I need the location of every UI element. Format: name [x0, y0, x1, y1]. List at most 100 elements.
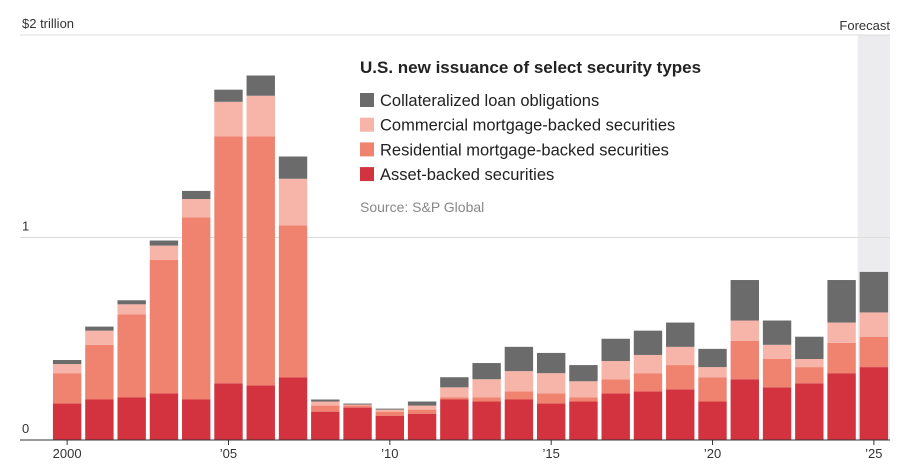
bar-segment — [52, 403, 82, 440]
bar-segment — [536, 403, 566, 440]
bar-segment — [311, 405, 340, 412]
bar-segment — [698, 348, 727, 368]
y-tick-label: $2 trillion — [22, 16, 74, 31]
bar-segment — [569, 381, 598, 398]
bar-segment — [149, 240, 179, 246]
bar-segment — [569, 365, 598, 382]
legend-swatch — [360, 117, 374, 132]
bar-segment — [504, 371, 534, 392]
x-tick-label: ’25 — [865, 446, 882, 461]
bar-segment — [85, 330, 114, 345]
x-tick-label: ’10 — [381, 446, 398, 461]
bar-segment — [601, 379, 630, 394]
bar-segment — [278, 178, 308, 226]
y-tick-label: 0 — [22, 421, 29, 436]
bar-segment — [859, 336, 889, 368]
bar-segment — [311, 399, 340, 402]
bar-segment — [440, 397, 469, 400]
bar-segment — [569, 397, 598, 402]
bar-segment — [827, 280, 856, 323]
bar-segment — [311, 411, 340, 440]
bar-segment — [246, 75, 275, 96]
legend-swatch — [360, 93, 374, 107]
bar-segment — [698, 377, 727, 402]
bar-segment — [795, 359, 824, 368]
bar-segment — [504, 399, 534, 440]
chart-title: U.S. new issuance of select security typ… — [360, 58, 701, 77]
bar-segment — [117, 397, 146, 440]
x-tick-label: 2000 — [53, 446, 82, 461]
bar-segment — [85, 399, 114, 440]
bar-segment — [472, 379, 501, 398]
bar-segment — [117, 314, 146, 398]
bar-segment — [214, 136, 243, 384]
bar-segment — [569, 401, 598, 440]
bar-segment — [762, 344, 792, 359]
bar-segment — [601, 393, 630, 440]
bar-segment — [278, 225, 308, 378]
bar-segment — [311, 401, 340, 406]
x-tick-label: ’15 — [542, 446, 559, 461]
bar-segment — [827, 342, 856, 374]
bar-segment — [504, 346, 534, 372]
bar-segment — [117, 304, 146, 315]
bar-segment — [666, 389, 695, 440]
bar-segment — [246, 95, 275, 137]
bar-segment — [149, 245, 179, 260]
bar-segment — [859, 367, 889, 440]
bar-segment — [375, 408, 405, 410]
bar-segment — [182, 199, 211, 218]
bar-segment — [795, 367, 824, 384]
bar-segment — [182, 190, 211, 200]
bar-segment — [214, 383, 243, 440]
bar-segment — [601, 338, 630, 362]
bar-segment — [214, 89, 243, 102]
bar-segment — [666, 322, 695, 347]
bar-segment — [536, 352, 566, 374]
legend-label: Commercial mortgage-backed securities — [380, 117, 675, 135]
bar-segment — [698, 401, 727, 440]
bar-segment — [246, 136, 275, 386]
source: Source: S&P Global — [360, 199, 484, 215]
bar-segment — [375, 415, 405, 440]
bar-segment — [440, 377, 469, 388]
x-tick-label: ’20 — [704, 446, 721, 461]
bar-segment — [472, 401, 501, 440]
legend-label: Collateralized loan obligations — [380, 92, 599, 110]
bar-segment — [762, 387, 792, 440]
bar-segment — [182, 399, 211, 440]
bar-segment — [472, 397, 501, 402]
bar-segment — [117, 300, 146, 305]
legend-label: Residential mortgage-backed securities — [380, 141, 669, 159]
bar-segment — [407, 401, 437, 406]
bar-segment — [536, 393, 566, 404]
legend-swatch — [360, 167, 374, 182]
bar-segment — [730, 379, 759, 440]
bar-segment — [633, 373, 663, 392]
bar-segment — [795, 336, 824, 359]
bar-segment — [633, 330, 663, 355]
bar-segment — [795, 383, 824, 440]
bar-segment — [149, 259, 179, 394]
bar-segment — [343, 403, 372, 405]
bar-segment — [85, 344, 114, 400]
bar-segment — [633, 354, 663, 374]
bar-segment — [859, 312, 889, 337]
bar-segment — [827, 373, 856, 440]
bar-segment — [472, 363, 501, 380]
bar-segment — [730, 280, 759, 321]
bar-segment — [762, 320, 792, 345]
bar-segment — [440, 399, 469, 440]
bar-segment — [666, 365, 695, 390]
bar-segment — [827, 322, 856, 343]
bar-segment — [859, 271, 889, 313]
bar-segment — [343, 404, 372, 406]
bar-segment — [278, 377, 308, 440]
bar-segment — [730, 340, 759, 380]
bar-segment — [666, 346, 695, 366]
bar-segment — [85, 326, 114, 331]
bar-segment — [762, 359, 792, 388]
bar-segment — [504, 391, 534, 400]
bar-segment — [730, 320, 759, 341]
